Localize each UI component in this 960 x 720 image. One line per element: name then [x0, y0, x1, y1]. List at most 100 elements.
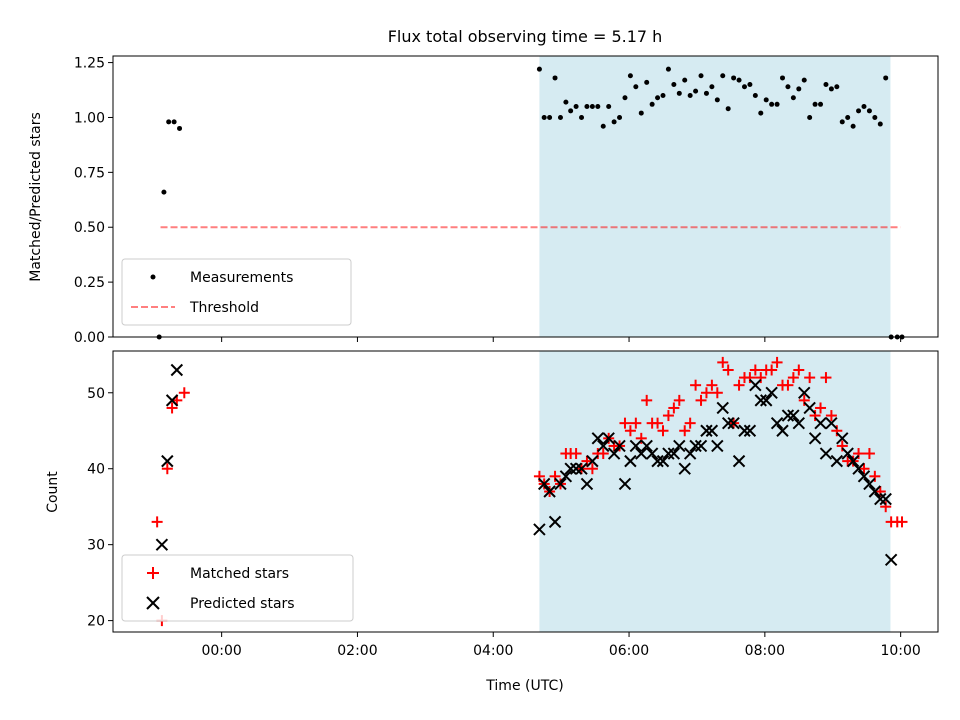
top-y-tick-label: 1.00	[74, 110, 105, 126]
bottom-y-ticks: 20 30 40 50	[87, 386, 113, 630]
bottom-y-tick-label: 30	[87, 538, 105, 554]
predicted-star-point	[694, 439, 708, 453]
predicted-star-point	[602, 432, 615, 445]
matched-star-point	[733, 379, 745, 391]
predicted-star-point	[781, 409, 795, 422]
bottom-y-axis-label: Count	[45, 471, 61, 513]
matched-star-point	[684, 417, 696, 429]
top-y-tick-label: 0.00	[74, 330, 105, 346]
predicted-star-point	[803, 401, 816, 415]
top-y-tick-label: 0.50	[74, 220, 105, 236]
predicted-star-point	[765, 386, 778, 399]
top-plot-frame	[112, 55, 939, 338]
matched-star-point	[668, 402, 680, 414]
measurement-point	[687, 93, 693, 99]
bottom-y-tick-label: 40	[87, 462, 105, 478]
predicted-star-point	[819, 447, 833, 460]
legend-measurements-marker	[150, 274, 156, 280]
measurement-point	[790, 95, 796, 101]
matched-star-point	[771, 356, 783, 368]
predicted-star-point	[874, 492, 887, 506]
predicted-star-point	[754, 394, 767, 407]
predicted-star-point	[580, 477, 594, 491]
measurement-point	[660, 93, 666, 99]
predicted-star-point	[689, 439, 702, 453]
bottom-legend: Matched stars Predicted stars	[121, 554, 354, 622]
measurement-point	[828, 86, 834, 92]
bottom-x-ticks: 00:00 02:00 04:00 06:00 08:00 10:00	[201, 632, 921, 659]
matched-star-point	[744, 372, 756, 384]
predicted-star-point	[863, 477, 876, 491]
x-tick-label: 00:00	[201, 643, 241, 659]
measurement-point	[856, 108, 862, 114]
predicted-star-point	[814, 416, 827, 430]
matched-star-point	[874, 486, 886, 497]
predicted-star-point	[629, 439, 643, 453]
matched-star-point	[597, 448, 609, 460]
measurement-point	[617, 114, 623, 120]
legend-measurements-label: Measurements	[190, 270, 293, 286]
matched-star-point	[766, 364, 778, 376]
predicted-star-point	[879, 492, 892, 506]
measurement-point	[720, 73, 726, 79]
measurement-point	[177, 125, 183, 131]
predicted-star-point	[161, 454, 174, 468]
predicted-star-point	[662, 447, 675, 460]
measurement-point	[801, 77, 807, 83]
measurement-point	[839, 119, 845, 125]
predicted-star-point	[597, 439, 610, 453]
measurement-point	[589, 103, 595, 109]
measurement-point	[552, 75, 558, 81]
x-tick-label: 10:00	[880, 643, 920, 659]
matched-star-point	[706, 379, 718, 391]
predicted-star-point	[825, 416, 838, 430]
measurement-point	[807, 114, 813, 120]
predicted-star-point	[770, 416, 784, 430]
matched-star-point	[755, 372, 767, 384]
predicted-star-point	[651, 454, 664, 468]
matched-star-point	[657, 425, 669, 437]
matched-star-point	[717, 356, 729, 368]
measurement-point	[752, 93, 758, 99]
measurement-point	[883, 75, 889, 81]
top-panel: 0.00 0.25 0.50 0.75 1.00 1.25 Flux total obse…	[28, 27, 939, 346]
measurement-point	[763, 97, 769, 103]
top-y-tick-label: 1.25	[74, 56, 105, 72]
measurement-point	[861, 103, 867, 109]
predicted-star-point	[537, 477, 551, 491]
measurement-point	[834, 84, 840, 90]
matched-star-point	[749, 364, 761, 376]
predicted-star-point	[798, 386, 811, 399]
matched-stars-points	[151, 356, 908, 627]
predicted-star-point	[635, 447, 648, 460]
matched-star-point	[700, 387, 712, 399]
legend-matched-label: Matched stars	[190, 566, 289, 582]
matched-star-point	[586, 463, 598, 475]
legend-predicted-marker	[146, 596, 160, 610]
matched-star-point	[809, 410, 821, 422]
matched-star-point	[820, 372, 832, 384]
predicted-star-point	[846, 454, 860, 468]
measurement-point	[557, 114, 563, 120]
observing-window-shade	[539, 56, 891, 337]
measurement-point	[877, 121, 883, 127]
top-y-ticks: 0.00 0.25 0.50 0.75 1.00 1.25	[74, 56, 113, 346]
measurement-point	[703, 90, 709, 96]
predicted-star-point	[852, 462, 865, 475]
measurement-point	[541, 114, 547, 120]
predicted-star-point	[673, 439, 686, 453]
predicted-star-point	[738, 424, 751, 437]
predicted-star-point	[808, 432, 822, 445]
measurement-point	[595, 103, 601, 109]
matched-star-point	[863, 448, 875, 460]
measurement-point	[731, 75, 737, 81]
measurement-point	[693, 88, 699, 94]
matched-star-point	[798, 394, 810, 406]
predicted-star-point	[586, 454, 599, 468]
matched-star-point	[581, 455, 593, 467]
matched-star-point	[161, 463, 173, 475]
measurement-point	[638, 110, 644, 116]
top-shaded-region	[539, 56, 891, 337]
matched-star-point	[641, 394, 653, 406]
